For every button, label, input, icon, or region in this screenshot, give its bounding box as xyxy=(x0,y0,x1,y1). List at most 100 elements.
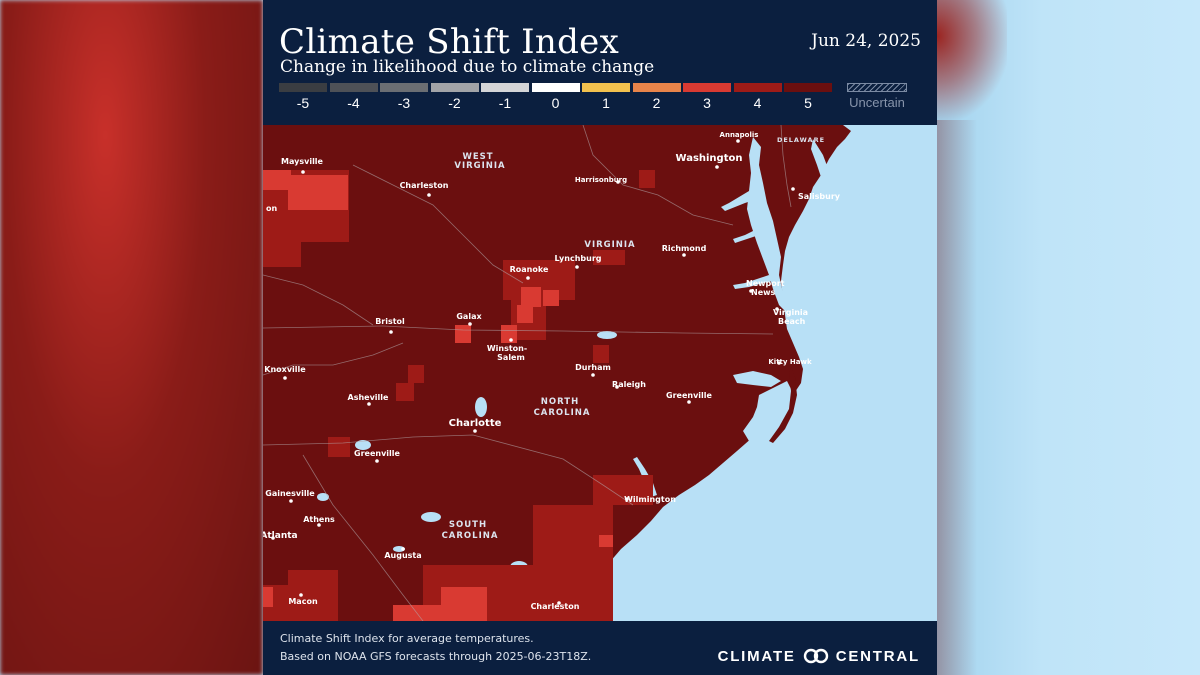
city-newport-news: Newport News xyxy=(746,279,785,297)
city-greenville-nc: Greenville xyxy=(666,391,713,404)
city-label: Charleston xyxy=(400,181,449,190)
legend-swatch xyxy=(481,83,529,92)
land-mass xyxy=(263,125,851,621)
city-dot-icon xyxy=(682,253,686,257)
city-richmond: Richmond xyxy=(662,244,707,257)
city-label: Greenville xyxy=(666,391,713,400)
state-label-line: WEST xyxy=(462,152,493,162)
city-charleston-sc: Charleston xyxy=(531,601,580,611)
brand-text-left: CLIMATE xyxy=(717,647,796,665)
city-gainesville: Gainesville xyxy=(265,489,315,503)
city-dot-icon xyxy=(473,429,477,433)
state-label-line: CAROLINA xyxy=(442,531,499,541)
legend-swatch xyxy=(733,83,782,92)
footnote-line-1: Climate Shift Index for average temperat… xyxy=(280,632,534,645)
city-dot-icon xyxy=(301,170,305,174)
legend-swatch xyxy=(582,83,630,92)
legend-item-2: 2 xyxy=(632,83,681,115)
city-greenville-sc: Greenville xyxy=(354,449,401,463)
city-label-line: Virginia xyxy=(773,308,808,317)
state-borders xyxy=(263,125,792,621)
city-label-line: Beach xyxy=(778,317,806,326)
city-label-line: News xyxy=(751,288,776,297)
lake-norman xyxy=(475,397,487,417)
city-maysville: Maysville xyxy=(281,157,324,174)
legend-label: 4 xyxy=(753,95,762,111)
interlocking-rings-icon xyxy=(803,648,828,664)
legend-item-minus5: -5 xyxy=(279,83,327,115)
legend-item-minus2: -2 xyxy=(430,83,479,115)
city-label: Richmond xyxy=(662,244,707,253)
potomac-river xyxy=(721,191,751,211)
city-dot-icon xyxy=(401,547,405,551)
forecast-date: Jun 24, 2025 xyxy=(811,31,921,51)
city-dot-icon xyxy=(271,536,275,540)
city-dot-icon xyxy=(791,187,795,191)
city-label: Annapolis xyxy=(720,131,759,139)
city-label: Knoxville xyxy=(264,365,306,374)
city-charleston-wv: Charleston xyxy=(400,181,449,197)
state-label-north-carolina: NORTH CAROLINA xyxy=(534,397,591,418)
legend-label: 0 xyxy=(551,95,560,111)
city-label: Macon xyxy=(288,597,318,606)
city-dot-icon xyxy=(509,338,513,342)
city-dot-icon xyxy=(389,330,393,334)
city-dot-icon xyxy=(615,385,619,389)
city-label: Winston-Salem xyxy=(487,344,527,362)
card-footer: Climate Shift Index for average temperat… xyxy=(263,621,937,675)
climate-map: WEST VIRGINIA VIRGINIA NORTH CAROLINA SO… xyxy=(263,125,937,621)
lake-lanier xyxy=(317,493,329,501)
city-label: Washington xyxy=(676,153,743,164)
legend-label: -3 xyxy=(397,95,411,111)
legend-swatch xyxy=(279,83,327,92)
blurred-background-right xyxy=(937,0,1200,675)
city-dot-icon xyxy=(317,523,321,527)
james-river xyxy=(733,275,773,289)
legend-label: -1 xyxy=(498,95,512,111)
city-asheville: Asheville xyxy=(348,393,389,406)
legend-label: -2 xyxy=(448,95,461,111)
city-label: Virginia Beach xyxy=(773,308,808,326)
city-annapolis: Annapolis xyxy=(720,131,759,143)
city-label: Salisbury xyxy=(798,192,841,201)
legend-item-minus4: -4 xyxy=(329,83,378,115)
state-label-west-virginia: WEST VIRGINIA xyxy=(454,152,505,171)
legend-label: -5 xyxy=(296,95,310,111)
legend-label: 5 xyxy=(804,95,812,111)
legend-item-5: 5 xyxy=(784,83,832,115)
outer-banks-island xyxy=(769,365,797,443)
city-salisbury: Salisbury xyxy=(791,187,841,201)
climate-shift-card: Climate Shift Index Change in likelihood… xyxy=(263,0,937,675)
city-label: Harrisonburg xyxy=(575,176,627,184)
city-label-line: Salem xyxy=(497,353,525,362)
delmarva-water xyxy=(811,139,829,183)
city-harrisonburg: Harrisonburg xyxy=(575,176,627,184)
city-label: Lynchburg xyxy=(555,254,602,263)
city-augusta: Augusta xyxy=(384,547,422,560)
lake-hartwell xyxy=(355,440,371,450)
city-dot-icon xyxy=(749,289,753,293)
city-galax: Galax xyxy=(456,312,482,326)
legend-item-1: 1 xyxy=(582,83,630,115)
state-label-virginia: VIRGINIA xyxy=(584,240,635,250)
city-dot-icon xyxy=(616,180,620,184)
city-label: Augusta xyxy=(384,551,421,560)
city-dot-icon xyxy=(289,499,293,503)
city-washington: Washington xyxy=(676,153,743,169)
city-label: Durham xyxy=(575,363,611,372)
city-wilmington: Wilmington xyxy=(624,495,676,504)
city-macon: Macon xyxy=(288,593,318,606)
legend-label: 2 xyxy=(652,95,661,111)
city-dot-icon xyxy=(775,307,779,311)
city-atlanta: Atlanta xyxy=(263,531,298,541)
city-label: Maysville xyxy=(281,157,324,166)
city-dot-icon xyxy=(736,139,740,143)
city-dot-icon xyxy=(427,193,431,197)
city-bristol: Bristol xyxy=(375,317,405,334)
city-label-line: Winston- xyxy=(487,344,527,353)
city-dot-icon xyxy=(575,265,579,269)
city-label: Kitty Hawk xyxy=(768,358,812,366)
city-label: Bristol xyxy=(375,317,405,326)
blurred-background-left xyxy=(0,0,263,675)
city-dot-icon xyxy=(591,373,595,377)
